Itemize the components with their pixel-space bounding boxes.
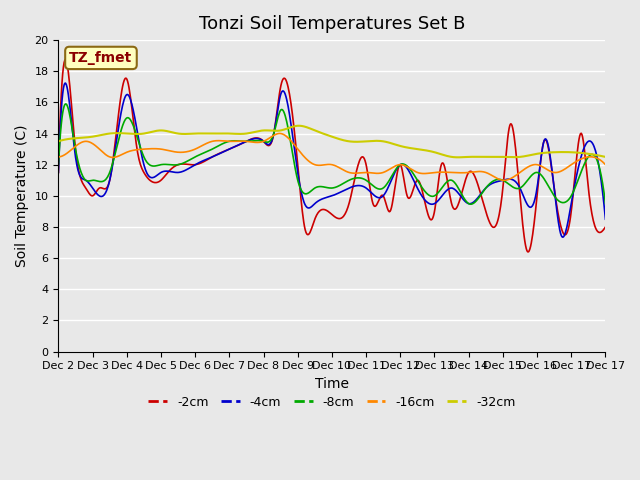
Line: -4cm: -4cm [58,83,605,237]
-4cm [420,195,428,201]
-32cm [246,130,254,136]
-2cm [120,81,127,86]
-8cm [602,201,609,206]
-8cm [220,140,228,146]
-4cm [54,169,62,175]
-8cm [420,187,428,192]
-8cm [389,171,397,177]
-32cm [389,141,397,147]
X-axis label: Time: Time [315,377,349,391]
-4cm [220,149,228,155]
-16cm [54,154,62,160]
Line: -2cm: -2cm [58,60,605,252]
-16cm [246,139,254,144]
-16cm [276,131,284,136]
-2cm [268,139,275,145]
-32cm [602,154,609,160]
Y-axis label: Soil Temperature (C): Soil Temperature (C) [15,125,29,267]
-2cm [602,224,609,230]
Text: TZ_fmet: TZ_fmet [69,51,132,65]
Line: -32cm: -32cm [58,126,605,157]
-2cm [61,57,69,62]
Line: -16cm: -16cm [58,133,605,180]
-2cm [54,169,62,175]
-2cm [389,197,397,203]
-4cm [389,174,397,180]
-32cm [420,147,428,153]
-4cm [61,80,69,86]
-8cm [61,101,69,107]
Line: -8cm: -8cm [58,104,605,204]
-32cm [454,155,461,160]
-32cm [220,131,227,136]
-2cm [525,249,532,255]
-2cm [220,148,228,154]
-16cm [500,178,508,183]
-4cm [247,137,255,143]
-32cm [119,131,127,136]
-16cm [267,134,275,140]
-8cm [54,162,62,168]
-2cm [420,193,428,199]
-16cm [420,171,428,177]
-16cm [602,162,609,168]
-32cm [295,123,303,129]
-16cm [220,138,227,144]
-4cm [559,234,566,240]
-4cm [268,138,275,144]
Title: Tonzi Soil Temperatures Set B: Tonzi Soil Temperatures Set B [199,15,465,33]
-2cm [247,136,255,142]
-4cm [602,216,609,222]
-8cm [120,121,127,127]
-32cm [267,128,275,133]
-16cm [119,151,127,157]
-8cm [247,138,255,144]
-16cm [389,164,397,170]
-8cm [268,136,275,142]
-8cm [467,201,474,207]
-32cm [54,138,62,144]
Legend: -2cm, -4cm, -8cm, -16cm, -32cm: -2cm, -4cm, -8cm, -16cm, -32cm [143,391,520,414]
-4cm [120,100,127,106]
